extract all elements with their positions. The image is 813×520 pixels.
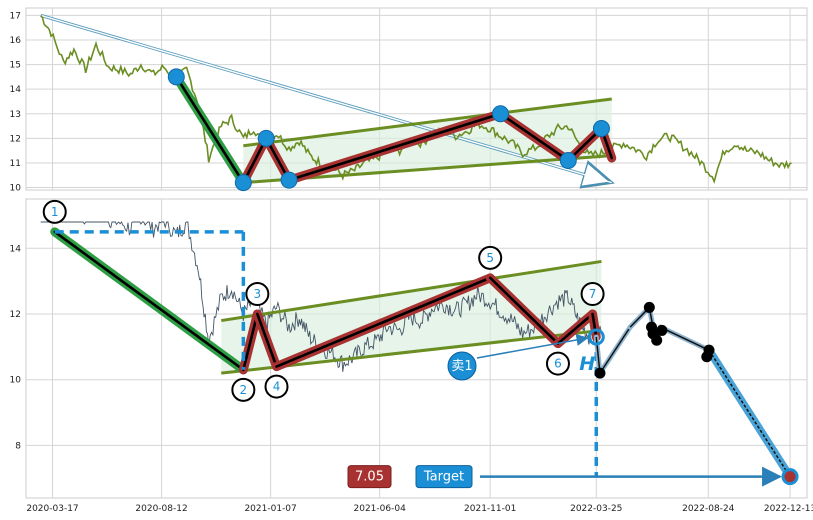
bottom-channel-upper-line (221, 259, 602, 323)
top-y-tick: 17 (10, 11, 21, 21)
x-tick: 2020-03-17 (26, 504, 78, 514)
bottom-pattern-lines (50, 227, 601, 375)
top-pattern-core (287, 112, 502, 182)
target-label-box (415, 465, 473, 489)
x-tick: 2021-11-01 (464, 504, 516, 514)
x-tick: 2022-08-24 (682, 504, 735, 514)
bottom-annotations: 卖1 7.05 Target (347, 334, 799, 489)
top-trend-arrow-inner (40, 14, 612, 184)
bottom-pattern-core (275, 276, 492, 368)
bottom-y-tick-labels: 8 10 12 14 (10, 244, 22, 451)
pattern-point-circle (545, 351, 570, 376)
top-grid (26, 8, 807, 190)
pattern-point-label: 2 (240, 383, 248, 397)
bottom-y-tick: 12 (10, 310, 21, 320)
top-y-tick: 12 (10, 134, 21, 144)
pattern-point-circle (478, 245, 503, 270)
top-pattern-marker (280, 171, 298, 189)
pattern-point-label: 4 (273, 380, 281, 394)
target-value-label: 7.05 (355, 470, 384, 485)
top-y-tick: 11 (10, 159, 21, 169)
pattern-point-circle (245, 282, 270, 306)
pattern-point-circle (580, 282, 605, 306)
x-tick: 2022-12-13 (764, 504, 813, 514)
pattern-point-circle (231, 377, 256, 402)
projection-core (708, 349, 791, 478)
bottom-y-tick: 8 (15, 441, 21, 451)
sell-arrow (476, 334, 589, 359)
top-panel: 10 11 12 13 14 15 16 17 (10, 7, 808, 194)
pattern-point-label: 7 (589, 287, 597, 301)
pattern-point-circle (42, 199, 67, 224)
top-y-tick: 16 (10, 36, 22, 46)
bottom-pattern-core (242, 312, 259, 372)
projection-core (660, 326, 710, 351)
projection-path (587, 301, 795, 481)
pattern-point-label: 3 (254, 287, 262, 301)
x-tick: 2021-01-07 (244, 504, 296, 514)
pattern-point-label: 1 (51, 205, 59, 219)
height-label-2: H (579, 353, 595, 375)
target-marker (781, 468, 799, 486)
x-tick: 2022-03-25 (570, 504, 622, 514)
projection-marker (703, 344, 715, 356)
top-y-tick: 15 (10, 61, 21, 71)
top-pattern-marker (592, 120, 610, 138)
top-pattern-marker (559, 151, 577, 169)
bottom-pattern-core (488, 276, 560, 345)
pattern-point-labels: 1 2 3 4 5 6 7 (42, 199, 605, 402)
x-tick: 2020-08-12 (135, 504, 187, 514)
pattern-point-label: 5 (486, 251, 494, 265)
projection-marker (594, 367, 606, 379)
breakout-marker (587, 328, 605, 346)
projection-core (599, 326, 631, 374)
target-value-box (347, 465, 392, 489)
projection-marker (656, 324, 668, 336)
top-y-tick: 10 (10, 184, 22, 194)
x-tick-labels: 2020-03-17 2020-08-12 2021-01-07 2021-06-04… (26, 504, 813, 514)
top-pattern-marker (491, 105, 509, 123)
sell-badge-label: 卖1 (451, 359, 472, 374)
projection-marker (651, 334, 663, 346)
top-pattern-core (175, 75, 245, 184)
top-channel-upper-line (243, 97, 612, 148)
pattern-point-label: 6 (554, 357, 562, 371)
pattern-point-circle (264, 374, 289, 399)
target-label: Target (423, 470, 464, 485)
projection-marker (643, 301, 655, 313)
top-y-tick: 13 (10, 110, 21, 120)
x-tick: 2021-06-04 (354, 504, 407, 514)
top-y-tick: 14 (10, 85, 22, 95)
top-pattern-marker (257, 129, 275, 147)
top-pattern-marker (234, 174, 252, 192)
top-pattern-markers (167, 68, 610, 192)
bottom-pattern-core (556, 312, 594, 345)
bottom-pattern-core (256, 312, 278, 368)
top-y-tick-labels: 10 11 12 13 14 15 16 17 (10, 11, 22, 193)
sell-badge (447, 351, 477, 381)
bottom-pattern-core (591, 312, 598, 339)
bottom-y-tick: 14 (10, 244, 22, 254)
bottom-y-tick: 10 (10, 376, 22, 386)
bottom-pattern-core (53, 230, 245, 372)
top-pattern-core (499, 112, 570, 162)
top-pattern-marker (167, 68, 185, 86)
